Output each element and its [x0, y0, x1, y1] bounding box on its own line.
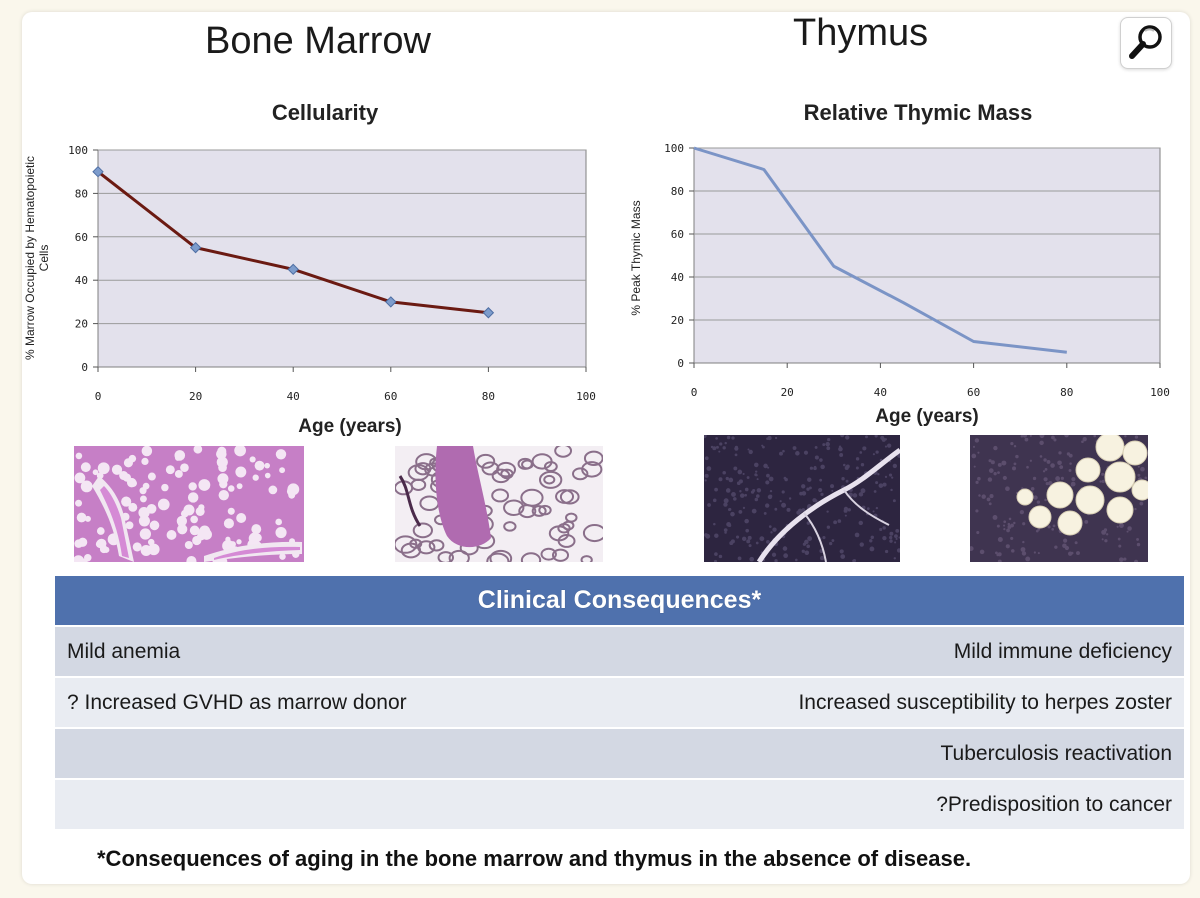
y-tick-label: 20 [75, 318, 88, 331]
thymus-consequence: Tuberculosis reactivation [940, 741, 1173, 765]
thymic-mass-chart: 0 20 40 60 80 100 0 20 40 60 80 100 Relative Thymic … [629, 100, 1170, 427]
y-axis-label: % Marrow Occupied by HematopoieticCells [23, 156, 51, 360]
table-row: ?Predisposition to cancer [55, 778, 1184, 829]
data-point [287, 263, 299, 276]
y-tick-label: 40 [75, 274, 88, 287]
thymus-histology-old-image [970, 435, 1148, 562]
x-tick-label: 100 [1150, 386, 1170, 399]
y-tick-label: 80 [671, 185, 684, 198]
thymus-consequence: Increased susceptibility to herpes zoste… [798, 690, 1172, 714]
x-axis-label: Age (years) [298, 416, 402, 437]
data-point [92, 165, 104, 178]
data-point [189, 241, 202, 254]
table-row: Mild anemia Mild immune deficiency [55, 625, 1184, 676]
x-tick-label: 40 [287, 390, 300, 403]
magnifier-icon [1129, 25, 1162, 59]
marrow-consequence: ? Increased GVHD as marrow donor [67, 690, 407, 714]
x-tick-label: 40 [874, 386, 887, 399]
x-tick-label: 20 [189, 390, 202, 403]
x-tick-label: 20 [781, 386, 794, 399]
x-tick-label: 0 [95, 390, 102, 403]
x-tick-label: 100 [576, 390, 596, 403]
footnote: *Consequences of aging in the bone marro… [97, 846, 972, 871]
thymus-consequence: Mild immune deficiency [953, 639, 1172, 663]
series-line [693, 146, 1067, 354]
y-tick-label: 60 [75, 231, 88, 244]
y-tick-label: 20 [671, 314, 684, 327]
table-header: Clinical Consequences* [55, 576, 1184, 625]
chart-title: Relative Thymic Mass [804, 100, 1033, 125]
thymus-histology-young-image [704, 435, 900, 562]
thymus-heading: Thymus [793, 12, 929, 54]
x-axis-label: Age (years) [875, 406, 979, 427]
x-tick-label: 80 [1060, 386, 1073, 399]
marrow-histology-old-image [395, 446, 603, 562]
y-tick-label: 0 [81, 361, 88, 374]
cellularity-chart: 0 20 40 60 80 100 0 20 40 60 80 100 Cellularity Age (… [23, 100, 596, 437]
marrow-consequence: Mild anemia [67, 639, 181, 663]
zoom-button[interactable] [1120, 17, 1172, 69]
y-axis-label: % Peak Thymic Mass [629, 200, 643, 315]
x-tick-label: 80 [482, 390, 495, 403]
y-tick-label: 80 [75, 187, 88, 200]
x-tick-label: 60 [967, 386, 980, 399]
data-point [482, 307, 495, 319]
bone-marrow-heading: Bone Marrow [205, 20, 431, 62]
y-tick-label: 100 [68, 144, 88, 157]
y-tick-label: 60 [671, 228, 684, 241]
x-tick-label: 0 [691, 386, 698, 399]
table-row: Tuberculosis reactivation [55, 727, 1184, 778]
x-tick-label: 60 [384, 390, 397, 403]
y-tick-label: 0 [677, 357, 684, 370]
y-tick-label: 40 [671, 271, 684, 284]
marrow-histology-young-image [74, 446, 304, 562]
plot-area [693, 147, 1161, 364]
clinical-consequences-table: Clinical Consequences* Mild anemia Mild … [55, 576, 1184, 829]
plot-area [97, 149, 587, 368]
data-point [385, 296, 397, 308]
thymus-consequence: ?Predisposition to cancer [936, 792, 1172, 816]
table-row: ? Increased GVHD as marrow donor Increas… [55, 676, 1184, 727]
y-tick-label: 100 [664, 142, 684, 155]
chart-title: Cellularity [272, 100, 379, 125]
